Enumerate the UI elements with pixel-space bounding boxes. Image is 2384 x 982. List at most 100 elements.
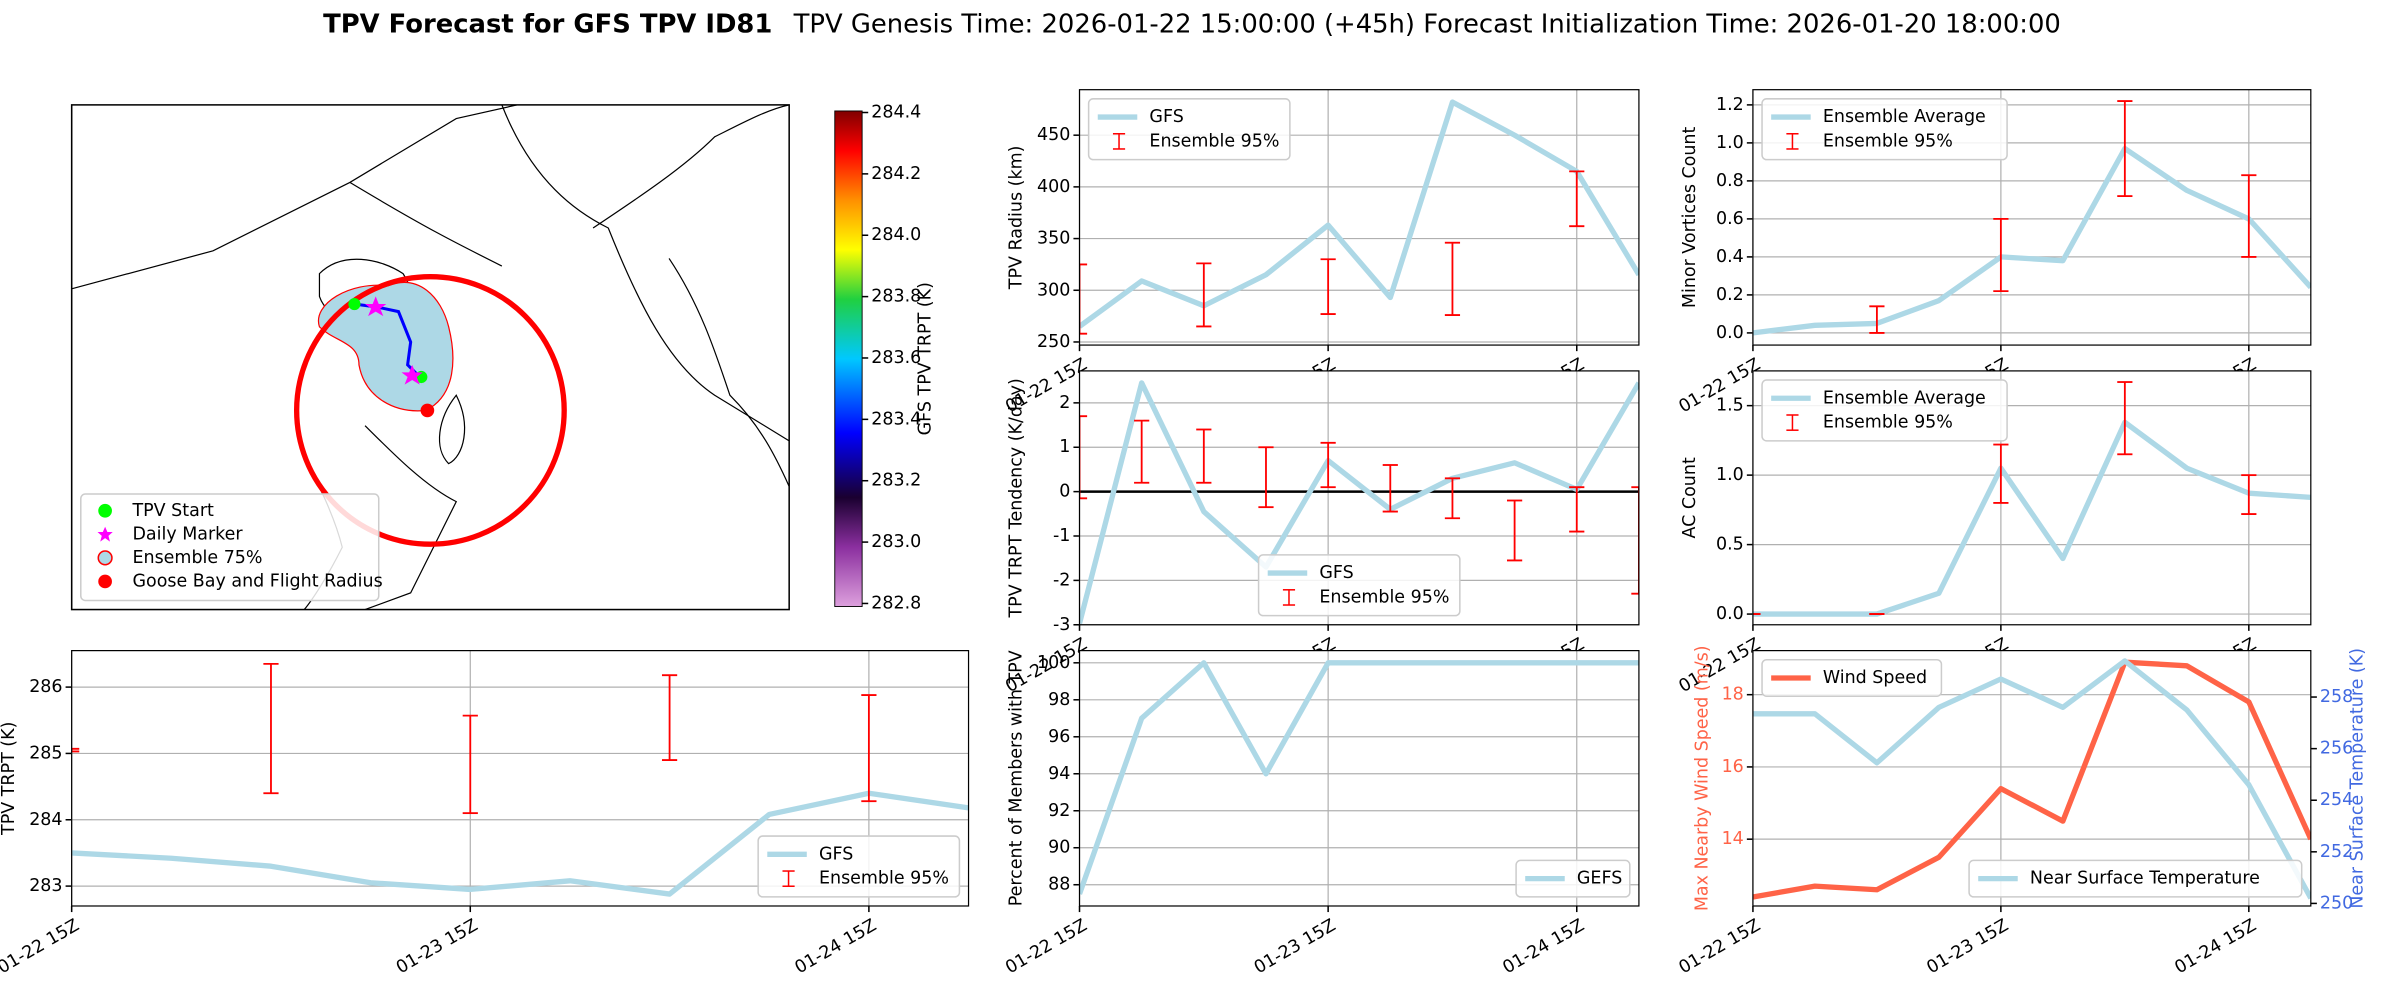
- frame: [1078, 89, 1640, 346]
- series-group: [1079, 660, 1639, 895]
- x-tick-label: 01-24 15Z: [1499, 916, 1587, 979]
- line: [1079, 99, 1639, 329]
- flight-radius: [293, 274, 567, 547]
- series-group: [1079, 99, 1639, 335]
- legend: [1968, 859, 2303, 898]
- y-tick-label: 16: [1722, 757, 1744, 777]
- y-axis-label: TPV Radius (km): [1007, 146, 1027, 291]
- tpv-start: [348, 297, 361, 311]
- y2-axis-label: Near Surface Temperature (K): [2347, 648, 2367, 909]
- y-tick-label: 96: [1048, 727, 1070, 747]
- y-tick-label: 400: [1037, 177, 1070, 197]
- y-tick-label: 250: [1037, 332, 1070, 352]
- legend-symbol: [98, 574, 112, 589]
- border: [349, 181, 503, 267]
- colorbar-tick-label: 283.2: [871, 471, 921, 491]
- daily-marker: [401, 364, 423, 385]
- y-tick-label: 0.8: [1716, 171, 1744, 191]
- goose-bay: [420, 403, 435, 418]
- legend-label: GFS: [819, 844, 853, 864]
- legend-label: Near Surface Temperature: [2030, 869, 2260, 889]
- legend-label: Goose Bay and Flight Radius: [132, 571, 382, 591]
- x-tick-label: 01-23 15Z: [393, 916, 481, 979]
- y-tick-label: 1.2: [1716, 95, 1744, 115]
- x-tick-label: 01-22 15Z: [1676, 916, 1764, 979]
- y-tick-label: 0.6: [1716, 209, 1744, 229]
- legend-label: Ensemble 95%: [1149, 131, 1279, 151]
- y-axis-label: TPV TRPT Tendency (K/day): [1007, 378, 1027, 618]
- y-tick-label: -1: [1053, 526, 1070, 546]
- legend-label: Ensemble 95%: [1319, 587, 1449, 607]
- border: [71, 104, 518, 290]
- legend: [1257, 554, 1461, 617]
- legend: [1761, 379, 2008, 442]
- y-tick-label: 18: [1722, 685, 1744, 705]
- frame: [1078, 370, 1640, 626]
- daily-marker: [365, 296, 387, 317]
- y-tick-label: 88: [1048, 875, 1070, 895]
- legend-label: Ensemble 75%: [132, 548, 262, 568]
- y-tick-label: 98: [1048, 690, 1070, 710]
- legend-label: Daily Marker: [132, 524, 243, 544]
- y-tick-label: 286: [29, 677, 62, 697]
- colorbar: [834, 110, 863, 607]
- y2-tick-label: 252: [2320, 842, 2353, 862]
- y2-tick-label: 250: [2320, 893, 2353, 913]
- map-frame: [70, 104, 790, 611]
- x-tick-label: 01-22 15Z: [1002, 916, 1090, 979]
- y-axis-label: Percent of Members with TPV: [1007, 650, 1027, 906]
- legend-label: Ensemble Average: [1823, 107, 1986, 127]
- y-tick-label: 0.0: [1716, 323, 1744, 343]
- y-tick-label: 283: [29, 876, 62, 896]
- coastline: [501, 104, 790, 442]
- colorbar-tick-label: 284.2: [871, 164, 921, 184]
- subtitle: TPV Genesis Time: 2026-01-22 15:00:00 (+…: [793, 9, 2061, 39]
- legend: [1761, 98, 2008, 161]
- legend: [80, 493, 380, 602]
- y-tick-label: 90: [1048, 838, 1070, 858]
- y-tick-label: 1: [1059, 437, 1070, 457]
- y-tick-label: 285: [29, 743, 62, 763]
- coastline: [668, 258, 790, 487]
- legend: [757, 835, 961, 898]
- coastline: [364, 425, 458, 610]
- y-tick-label: 100: [1037, 653, 1070, 673]
- y2-tick-label: 258: [2320, 687, 2353, 707]
- line: [1752, 658, 2311, 900]
- y-tick-label: 1.5: [1716, 396, 1744, 416]
- series-group: [1752, 381, 2311, 617]
- legend-label: GFS: [1319, 563, 1353, 583]
- frame: [1752, 89, 2312, 346]
- legend-label: GFS: [1149, 107, 1183, 127]
- line: [1079, 660, 1639, 895]
- y-tick-label: 0.5: [1716, 535, 1744, 555]
- y-tick-label: 300: [1037, 280, 1070, 300]
- colorbar-tick-label: 283.6: [871, 348, 921, 368]
- line: [71, 790, 969, 897]
- island: [438, 394, 466, 465]
- legend-label: Wind Speed: [1823, 668, 1927, 688]
- series-group: [1079, 380, 1639, 625]
- y-axis-label: Minor Vortices Count: [1680, 126, 1700, 308]
- y-tick-label: 2: [1059, 393, 1070, 413]
- colorbar-tick-label: 284.0: [871, 225, 921, 245]
- y-tick-label: -2: [1053, 570, 1070, 590]
- x-tick-label: 01-22 15Z: [1676, 634, 1764, 697]
- coastline: [592, 104, 790, 229]
- legend: [1761, 658, 1943, 697]
- y-tick-label: 350: [1037, 229, 1070, 249]
- line: [1752, 145, 2311, 336]
- title: TPV Forecast for GFS TPV ID81: [323, 9, 772, 39]
- frame: [1078, 650, 1640, 907]
- y-tick-label: 450: [1037, 125, 1070, 145]
- series-group: [71, 662, 969, 897]
- y-tick-label: 1.0: [1716, 465, 1744, 485]
- legend: [1515, 859, 1631, 898]
- series-group: [1752, 658, 2311, 900]
- x-tick-label: 01-23 15Z: [1251, 916, 1339, 979]
- colorbar-tick-label: 283.8: [871, 287, 921, 307]
- legend-symbol: [97, 526, 113, 542]
- frame: [71, 650, 970, 907]
- colorbar-tick-label: 283.0: [871, 532, 921, 552]
